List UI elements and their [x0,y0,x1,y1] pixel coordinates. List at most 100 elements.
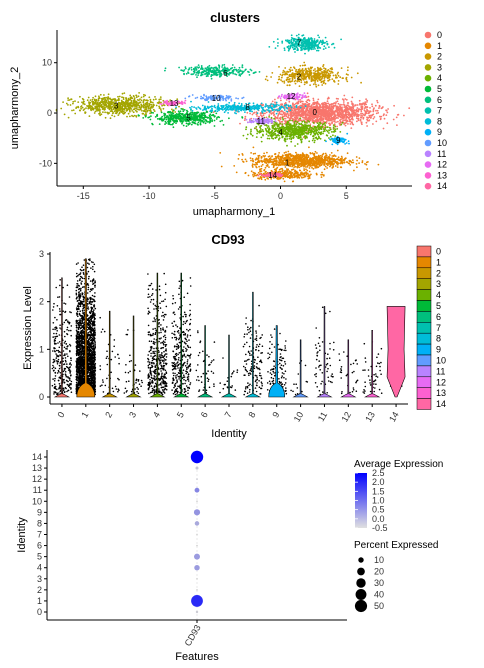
umap-point-cluster-1 [361,160,364,162]
umap-point-cluster-2 [311,75,313,77]
umap-point-cluster-3 [103,97,106,99]
umap-point-cluster-0 [294,109,296,112]
umap-point-cluster-0 [372,109,375,112]
umap-point-cluster-1 [318,164,321,167]
umap-point-cluster-0 [370,114,373,117]
umap-point-cluster-1 [287,173,289,176]
umap-point-cluster-0 [345,116,348,119]
umap-point-cluster-0 [296,111,299,114]
umap-point-cluster-0 [374,104,377,107]
umap-point-cluster-3 [133,114,136,117]
umap-point-cluster-2 [288,68,291,71]
umap-point-cluster-2 [266,79,269,82]
umap-point-cluster-0 [348,112,351,115]
umap-point-cluster-5 [171,117,174,120]
umap-point-cluster-4 [273,133,275,136]
umap-point-cluster-0 [308,118,311,120]
umap-point-cluster-5 [201,119,204,122]
umap-point-cluster-0 [344,124,347,127]
umap-point-cluster-4 [260,140,263,143]
umap-point-cluster-3 [109,117,112,120]
umap-point-cluster-2 [291,73,294,76]
umap-point-cluster-5 [190,123,193,126]
umap-point-cluster-1 [320,176,323,179]
umap-point-cluster-3 [105,101,107,103]
umap-point-cluster-1 [257,177,259,180]
umap-point-cluster-3 [125,110,128,112]
umap-point-cluster-3 [111,114,113,117]
umap-point-cluster-3 [174,111,177,113]
umap-point-cluster-1 [285,151,287,154]
umap-point-cluster-3 [115,112,118,115]
umap-point-cluster-1 [220,165,223,168]
umap-point-cluster-0 [344,113,347,116]
umap-point-cluster-3 [82,98,85,101]
umap-point-cluster-5 [150,115,152,117]
umap-point-cluster-3 [107,93,110,96]
umap-point-cluster-3 [77,106,80,109]
umap-point-cluster-0 [285,115,288,118]
umap-point-cluster-1 [257,159,260,162]
umap-point-cluster-0 [362,117,365,120]
umap-point-cluster-3 [146,105,149,108]
umap-point-cluster-0 [295,111,297,113]
umap-point-cluster-1 [313,152,316,155]
umap-point-cluster-1 [264,178,267,181]
umap-point-cluster-5 [175,113,178,115]
umap-point-cluster-0 [408,107,411,110]
umap-point-cluster-0 [336,113,339,116]
umap-point-cluster-0 [347,102,350,104]
umap-point-cluster-0 [324,105,327,108]
umap-point-cluster-1 [303,155,305,157]
umap-point-cluster-0 [317,113,320,116]
umap-point-cluster-2 [279,73,282,76]
umap-point-cluster-5 [174,114,177,117]
umap-point-cluster-2 [285,79,288,82]
umap-point-cluster-4 [332,124,335,127]
umap-point-cluster-3 [147,107,150,110]
umap-point-cluster-4 [320,131,323,134]
umap-point-cluster-0 [385,114,388,116]
umap-point-cluster-4 [289,129,292,131]
umap-point-cluster-0 [322,121,325,123]
umap-point-cluster-5 [197,115,200,117]
umap-point-cluster-0 [378,107,380,109]
umap-point-cluster-0 [283,115,286,118]
umap-point-cluster-5 [193,118,196,120]
umap-point-cluster-3 [139,108,142,111]
umap-point-cluster-3 [131,110,134,112]
umap-point-cluster-3 [146,101,149,104]
umap-point-cluster-2 [331,78,334,80]
umap-point-cluster-5 [194,122,197,125]
umap-point-cluster-0 [295,112,298,115]
umap-point-cluster-2 [324,67,327,70]
umap-point-cluster-2 [321,77,323,80]
umap-point-cluster-0 [291,103,294,105]
umap-point-cluster-4 [255,125,258,128]
umap-point-cluster-3 [74,100,76,102]
umap-point-cluster-1 [263,169,265,172]
umap-point-cluster-1 [253,172,256,174]
umap-point-cluster-3 [122,110,125,113]
umap-point-cluster-0 [299,98,301,101]
umap-point-cluster-1 [249,157,252,160]
umap-point-cluster-0 [321,118,324,121]
umap-point-cluster-5 [172,112,175,115]
umap-point-cluster-0 [348,120,351,123]
umap-point-cluster-4 [294,145,296,147]
umap-point-cluster-2 [297,68,300,71]
umap-point-cluster-4 [289,135,292,138]
umap-point-cluster-2 [283,82,286,84]
umap-point-cluster-5 [222,124,225,126]
umap-point-cluster-2 [290,75,292,78]
umap-title: clusters [210,10,260,25]
umap-point-cluster-3 [98,96,101,99]
umap-point-cluster-5 [176,119,178,122]
umap-point-cluster-2 [280,76,283,79]
umap-point-cluster-4 [293,122,296,125]
umap-point-cluster-5 [195,117,198,120]
umap-point-cluster-3 [127,106,130,108]
umap-point-cluster-2 [356,72,359,75]
umap-point-cluster-1 [356,159,358,162]
